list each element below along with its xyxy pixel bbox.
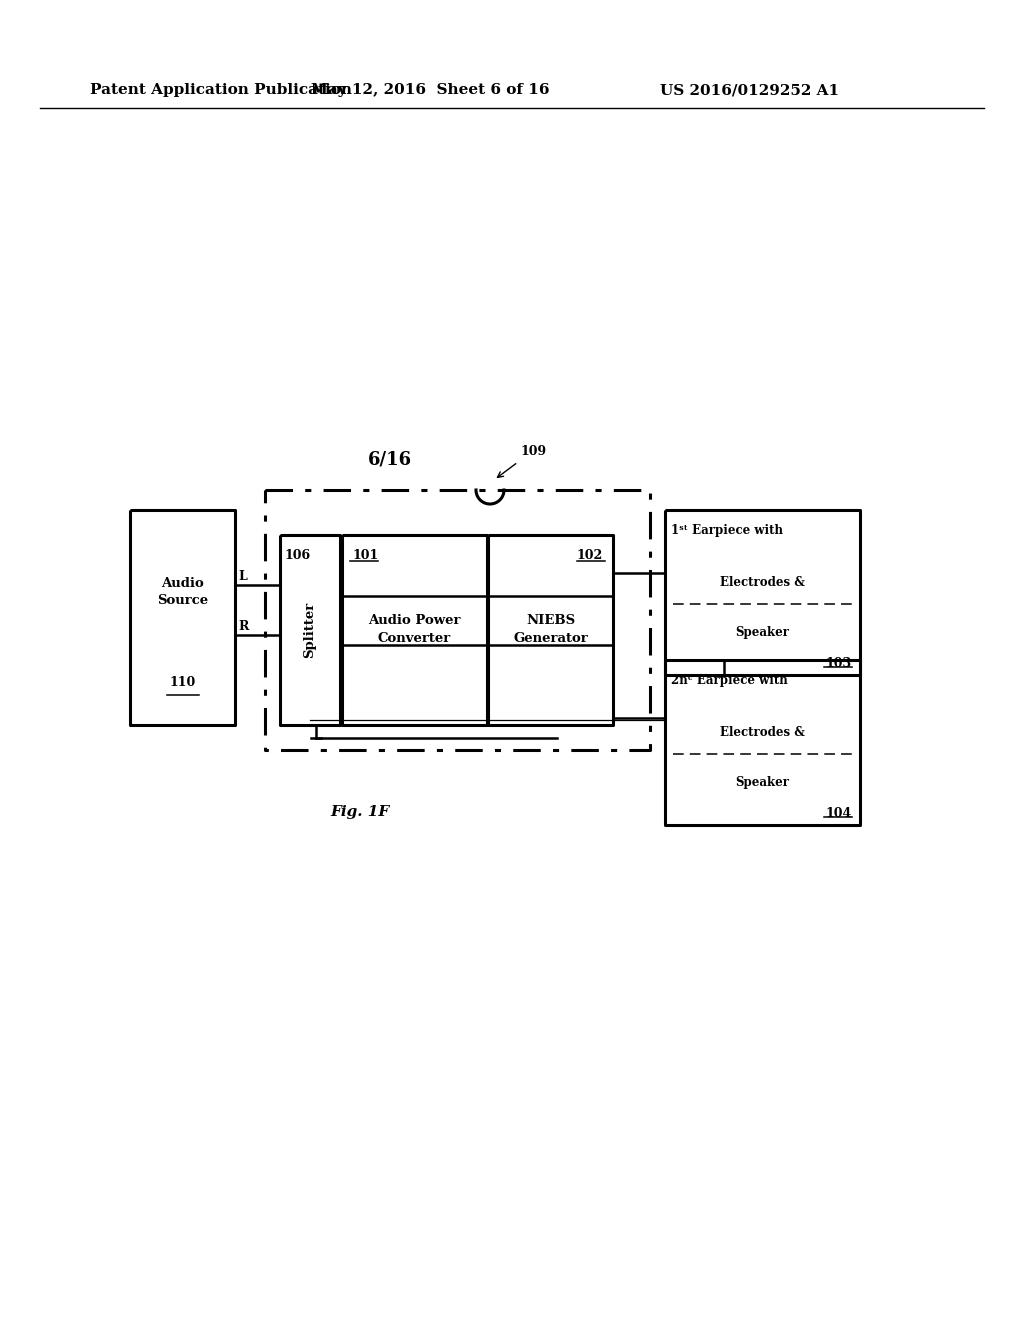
Text: Audio Power
Converter: Audio Power Converter	[369, 615, 461, 645]
Text: 110: 110	[169, 676, 196, 689]
Text: 109: 109	[520, 445, 546, 458]
Text: NIEBS
Generator: NIEBS Generator	[513, 615, 588, 645]
Text: May 12, 2016  Sheet 6 of 16: May 12, 2016 Sheet 6 of 16	[310, 83, 549, 96]
Text: 1ˢᵗ Earpiece with: 1ˢᵗ Earpiece with	[671, 524, 783, 537]
Text: 104: 104	[825, 807, 852, 820]
Text: Speaker: Speaker	[735, 626, 790, 639]
Text: 6/16: 6/16	[368, 450, 412, 469]
Text: US 2016/0129252 A1: US 2016/0129252 A1	[660, 83, 839, 96]
Text: Speaker: Speaker	[735, 776, 790, 788]
Text: Electrodes &: Electrodes &	[720, 576, 805, 589]
Text: 106: 106	[284, 549, 310, 562]
Text: Audio
Source: Audio Source	[157, 577, 208, 607]
Text: 102: 102	[577, 549, 603, 562]
Text: Splitter: Splitter	[303, 602, 316, 659]
Text: Electrodes &: Electrodes &	[720, 726, 805, 739]
Text: 2nᶜ Earpiece with: 2nᶜ Earpiece with	[671, 675, 787, 686]
Text: 101: 101	[352, 549, 378, 562]
Text: R: R	[238, 619, 249, 632]
Text: 103: 103	[826, 657, 852, 671]
Text: L: L	[238, 570, 247, 583]
Text: Fig. 1F: Fig. 1F	[331, 805, 389, 818]
Text: Patent Application Publication: Patent Application Publication	[90, 83, 352, 96]
